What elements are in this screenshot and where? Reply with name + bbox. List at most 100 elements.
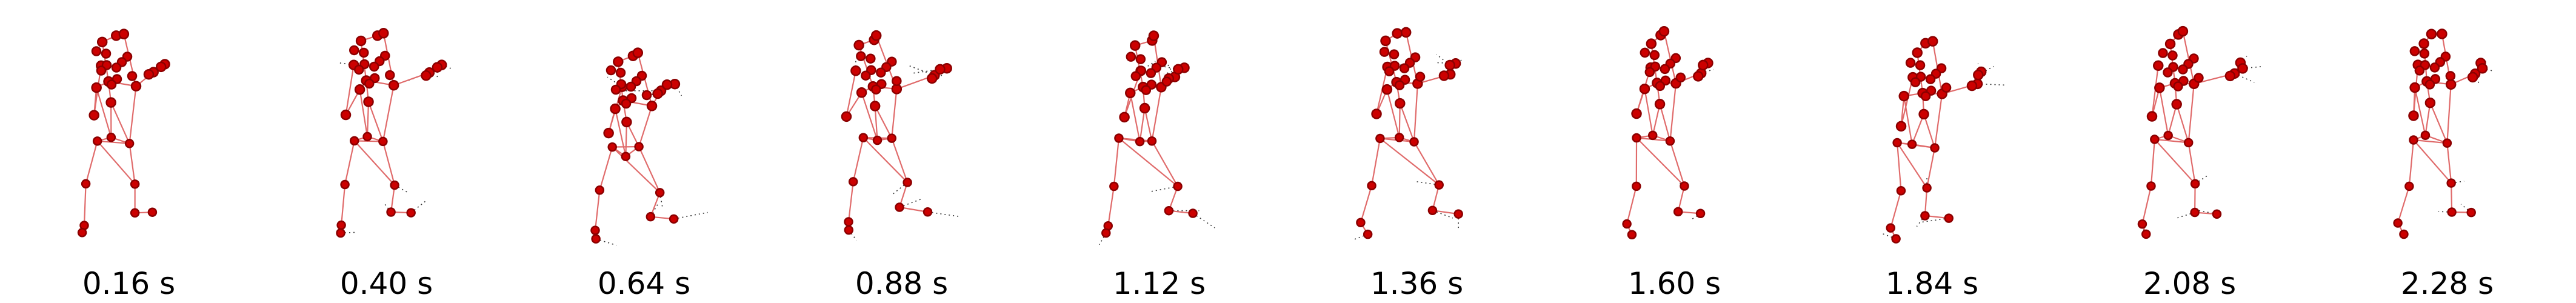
- skeleton-bone: [599, 146, 613, 191]
- skeleton-joint: [2414, 65, 2425, 76]
- skeleton-joint: [118, 28, 130, 39]
- skeleton-bone: [1360, 185, 1373, 224]
- skeleton-joint: [1371, 108, 1382, 119]
- skeleton-joint: [615, 67, 626, 78]
- skeleton-joint: [595, 185, 605, 195]
- skeleton-joint: [1427, 205, 1438, 215]
- skeleton-joint: [349, 45, 359, 56]
- skeleton-joint: [858, 133, 869, 142]
- skeleton-joint: [2177, 25, 2189, 37]
- skeleton-bone: [85, 140, 98, 185]
- skeleton-bone: [861, 92, 878, 141]
- skeleton-joint: [1675, 72, 1686, 83]
- skeleton-joint: [923, 207, 933, 217]
- skeleton-joint: [1409, 137, 1419, 147]
- skeleton-bone: [2150, 138, 2155, 187]
- skeleton-10: [2393, 28, 2495, 239]
- frame-8: 1.84 s: [1803, 24, 2061, 303]
- frame-caption-4: 0.88 s: [855, 266, 949, 301]
- skeleton-bone: [1926, 147, 1936, 189]
- skeleton-bone: [1118, 137, 1179, 187]
- skeleton-joint: [2447, 207, 2457, 217]
- skeleton-joint: [1695, 208, 1706, 219]
- skeleton-joint: [632, 47, 644, 58]
- skeleton-joint: [1356, 218, 1366, 228]
- frame-caption-3: 0.64 s: [597, 266, 691, 301]
- skeleton-joint: [1698, 59, 1709, 71]
- skeleton-joint: [106, 132, 116, 142]
- skeleton-joint: [2408, 110, 2419, 121]
- skeleton-bone: [2141, 185, 2152, 225]
- skeleton-joint: [2150, 135, 2160, 144]
- skeleton-joint: [2466, 207, 2476, 218]
- motion-trail: [892, 182, 908, 195]
- skeleton-bone: [1386, 88, 1400, 139]
- skeleton-joint: [127, 71, 138, 81]
- motion-trail: [659, 192, 663, 208]
- skeleton-joint: [2393, 218, 2403, 228]
- skeleton-joint: [646, 101, 658, 112]
- skeleton-joint: [591, 234, 601, 244]
- skeleton-bone: [1379, 138, 1440, 186]
- skeleton-joint: [1944, 213, 1954, 223]
- skeleton-bone: [2151, 65, 2159, 118]
- skeleton-joint: [1444, 59, 1455, 71]
- skeleton-joint: [1941, 82, 1952, 93]
- skeleton-bone: [1903, 95, 1913, 145]
- skeleton-joint: [1891, 234, 1901, 244]
- skeleton-bone: [2451, 182, 2453, 213]
- skeleton-joint: [1146, 68, 1156, 78]
- skeleton-bone: [2414, 87, 2426, 136]
- skeleton-bone: [847, 181, 854, 223]
- skeleton-joint: [1898, 90, 1909, 102]
- skeleton-joint: [1394, 80, 1405, 90]
- skeleton-joint: [385, 70, 395, 81]
- skeleton-joint: [1920, 91, 1931, 101]
- skeleton-joint: [340, 109, 352, 121]
- skeleton-joint: [1135, 54, 1146, 64]
- skeleton-joint: [386, 207, 396, 217]
- skeleton-joint: [621, 152, 631, 161]
- skeleton-joint: [1363, 229, 1373, 239]
- skeleton-joint: [2224, 70, 2236, 82]
- skeleton-joint: [841, 111, 852, 122]
- skeleton-joint: [892, 76, 902, 86]
- motion-trail: [2177, 211, 2195, 219]
- skeleton-joint: [2167, 50, 2178, 61]
- skeleton-joint: [77, 228, 87, 238]
- skeleton-joint: [432, 62, 443, 73]
- skeleton-joint: [1109, 181, 1119, 191]
- skeleton-bone: [2154, 138, 2189, 144]
- skeleton-joint: [1173, 181, 1183, 191]
- skeleton-joint: [1438, 70, 1450, 81]
- skeleton-joint: [2467, 72, 2478, 83]
- skeleton-joint: [2445, 79, 2457, 90]
- skeleton-bone: [110, 101, 130, 144]
- skeleton-joint: [2171, 99, 2182, 110]
- skeleton-joint: [143, 68, 155, 80]
- skeleton-joint: [1631, 108, 1642, 119]
- skeleton-joint: [2163, 130, 2173, 141]
- skeleton-joint: [355, 35, 367, 47]
- skeleton-joint: [81, 179, 91, 189]
- skeleton-1: [77, 28, 170, 238]
- skeleton-joint: [2419, 48, 2430, 59]
- skeleton-joint: [1139, 102, 1150, 114]
- skeleton-joint: [2445, 71, 2456, 81]
- skeleton-joint: [2237, 63, 2248, 74]
- skeleton-bone: [96, 87, 112, 138]
- skeleton-bone: [1118, 137, 1153, 142]
- skeleton-joint: [2212, 209, 2222, 219]
- skeleton-joint: [1135, 136, 1145, 147]
- skeleton-joint: [1389, 49, 1400, 59]
- skeleton-joint: [2429, 62, 2440, 73]
- skeleton-joint: [2153, 60, 2164, 72]
- skeleton-joint: [1658, 25, 1670, 37]
- skeleton-joint: [406, 208, 416, 218]
- skeleton-joint: [2158, 48, 2168, 58]
- motion-trail: [595, 238, 617, 246]
- skeleton-joint: [603, 127, 614, 139]
- skeleton-bone: [2446, 84, 2452, 144]
- skeleton-joint: [871, 84, 881, 95]
- skeleton-joint: [869, 101, 881, 112]
